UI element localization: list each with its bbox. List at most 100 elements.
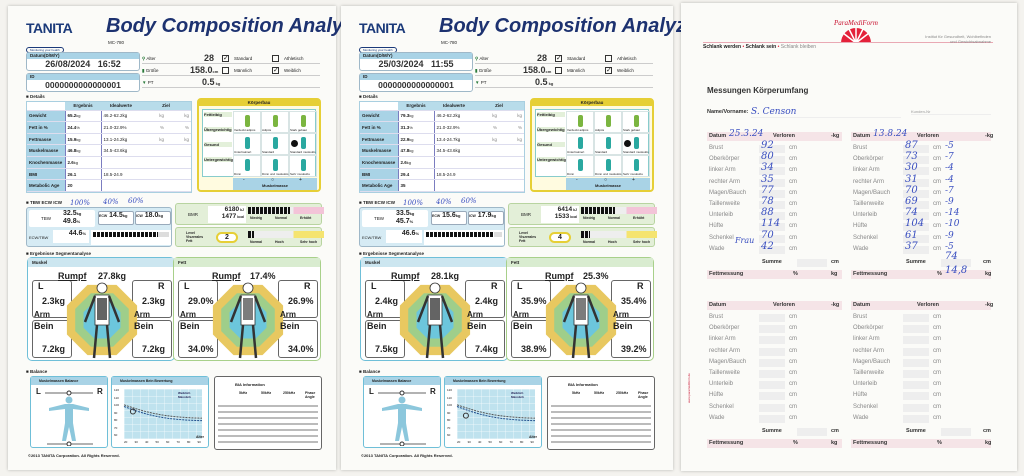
measure-value[interactable]: 31 <box>905 173 918 185</box>
details-row: Fettmasse 22.9kg 13.4-24.7kg kg kg <box>360 133 524 146</box>
measure-value[interactable]: 61 <box>905 229 918 241</box>
water-section-label: TBW ECW ICW <box>359 200 395 205</box>
athletic-checkbox[interactable] <box>272 55 279 62</box>
tbw-label: TBW <box>41 216 51 221</box>
date-box: Datum(D/M/Y) 26/08/2024 16:52 <box>26 52 140 71</box>
measure-value[interactable]: 42 <box>761 240 774 252</box>
bia-value-rows <box>218 403 318 443</box>
y-tick: 100 <box>114 403 120 407</box>
tbw-kg: 32.5 <box>63 210 77 217</box>
details-ideal <box>101 179 141 192</box>
cm-unit: cm <box>983 428 991 434</box>
leg-label: Bein <box>180 321 200 331</box>
measure-value[interactable]: 34 <box>761 162 774 174</box>
leg-label: Bein <box>513 321 533 331</box>
measure-value[interactable]: 69 <box>905 196 918 207</box>
leg-score-title: Muskelmassen Bein Bewertung <box>112 377 208 385</box>
icw-value: 18.0 <box>144 212 159 219</box>
bodytype-cell: Untertrainiert <box>233 133 261 155</box>
slogan-2: Schlank sein <box>745 44 777 50</box>
male-label: Männlich <box>234 68 253 73</box>
name-value: S. Censon <box>751 107 797 117</box>
cm-unit: cm <box>933 234 941 241</box>
ecw-tbw-label: ECW/TBW <box>29 235 49 240</box>
cm-unit: cm <box>933 189 941 196</box>
ecw-label: ECW <box>432 214 441 218</box>
handwritten-note: 100% <box>70 199 91 207</box>
x-tick: 90 <box>530 440 534 444</box>
measure-value[interactable]: 92 <box>761 140 774 151</box>
measure-value[interactable]: 78 <box>761 196 774 207</box>
bodytype-axis-mark: + <box>632 177 635 183</box>
y-tick: 110 <box>447 395 452 400</box>
measure-row-label: Magen/Bauch <box>853 358 891 365</box>
details-value: 46.8 <box>67 148 77 154</box>
body-figure-icon <box>273 115 278 127</box>
measure-value[interactable]: 35 <box>761 173 774 185</box>
measure-value[interactable]: 104 <box>905 218 925 230</box>
bodytype-axis: Muskelmasse <box>566 178 650 190</box>
name-field[interactable]: Name/Vorname:S. Censon <box>751 106 901 118</box>
date-value[interactable]: 13.8.24 <box>873 129 908 139</box>
measure-value[interactable]: 114 <box>761 218 781 230</box>
left-arm-value: 2.3kg <box>42 296 66 306</box>
legend-entry: Männlich <box>178 395 192 399</box>
standard-checkbox[interactable]: ✓ <box>555 55 562 62</box>
sheet-title: Messungen Körperumfang <box>707 86 809 95</box>
sum-value[interactable]: 74 <box>945 251 958 262</box>
cm-unit: cm <box>789 314 797 320</box>
bodytype-title: Körperbau <box>199 100 319 106</box>
standard-label: Standard <box>567 56 586 61</box>
icw-label: ICW <box>136 214 143 218</box>
cm-unit: cm <box>789 245 797 252</box>
institute-2: und Gewichtsabnahme <box>950 39 991 44</box>
fat-value[interactable]: 14,8 <box>945 265 968 276</box>
female-checkbox[interactable]: ✓ <box>605 67 612 74</box>
date-label: Datum(D/M/Y) <box>27 53 139 59</box>
measure-value[interactable]: 73 <box>905 151 918 163</box>
arm-label: Arm <box>513 310 530 319</box>
unit: kg <box>122 213 128 218</box>
measure-value[interactable]: 37 <box>905 240 918 252</box>
details-value: 31.3 <box>400 124 410 130</box>
measure-value[interactable]: 77 <box>761 184 774 196</box>
measure-row-label: Wade <box>709 245 725 252</box>
segment-section-label: Ergebnisse Segmentanalyse <box>359 251 424 256</box>
right-leg-value: 34.0% <box>288 344 314 354</box>
arm-label: Arm <box>467 310 484 319</box>
cm-unit: cm <box>789 223 797 230</box>
measure-value[interactable]: 74 <box>905 207 918 219</box>
standard-checkbox[interactable]: ✓ <box>222 55 229 62</box>
scale-label: Normal <box>608 216 621 220</box>
leg-score-chart: Muskelmassen Bein Bewertung 120 110 100 90 80… <box>444 376 542 448</box>
male-checkbox[interactable] <box>222 67 229 74</box>
details-unit: kg <box>409 113 414 119</box>
measure-value[interactable]: 80 <box>761 151 774 163</box>
measure-value[interactable]: 87 <box>905 140 918 151</box>
measure-value[interactable]: 70 <box>905 184 918 196</box>
right-arm-value: 2.4kg <box>475 296 499 306</box>
bodytype-axis-mark: - <box>576 177 578 183</box>
measure-value[interactable]: 88 <box>761 207 774 219</box>
cm-unit: cm <box>933 245 941 252</box>
female-checkbox[interactable]: ✓ <box>272 67 279 74</box>
athletic-checkbox[interactable] <box>605 55 612 62</box>
lost-unit: -kg <box>831 302 840 308</box>
footer-copyright: ©2013 TANITA Corporation. All Rights Res… <box>361 453 453 458</box>
male-checkbox[interactable] <box>555 67 562 74</box>
details-unit: kg <box>409 136 414 142</box>
bodytype-cell-label: Verdeckt adipös <box>567 128 589 132</box>
goal-unit <box>141 179 166 192</box>
paramediform-logo: ParaMediForm <box>833 19 878 44</box>
bodytype-cell: Sehr muskulös <box>289 155 317 177</box>
arm-label: Arm <box>280 310 297 319</box>
y-tick: 60 <box>114 433 118 437</box>
bodytype-cell: Adipös <box>594 111 622 133</box>
measure-value[interactable]: 30 <box>905 162 918 174</box>
bodytype-axis: Muskelmasse <box>233 178 317 190</box>
measure-value[interactable]: 70 <box>761 229 774 241</box>
measure-row-label: linker Arm <box>853 336 880 343</box>
date-value[interactable]: 25.3.24 <box>729 129 764 139</box>
body-figure-icon <box>301 115 306 127</box>
tbw-label: TBW <box>374 216 384 221</box>
